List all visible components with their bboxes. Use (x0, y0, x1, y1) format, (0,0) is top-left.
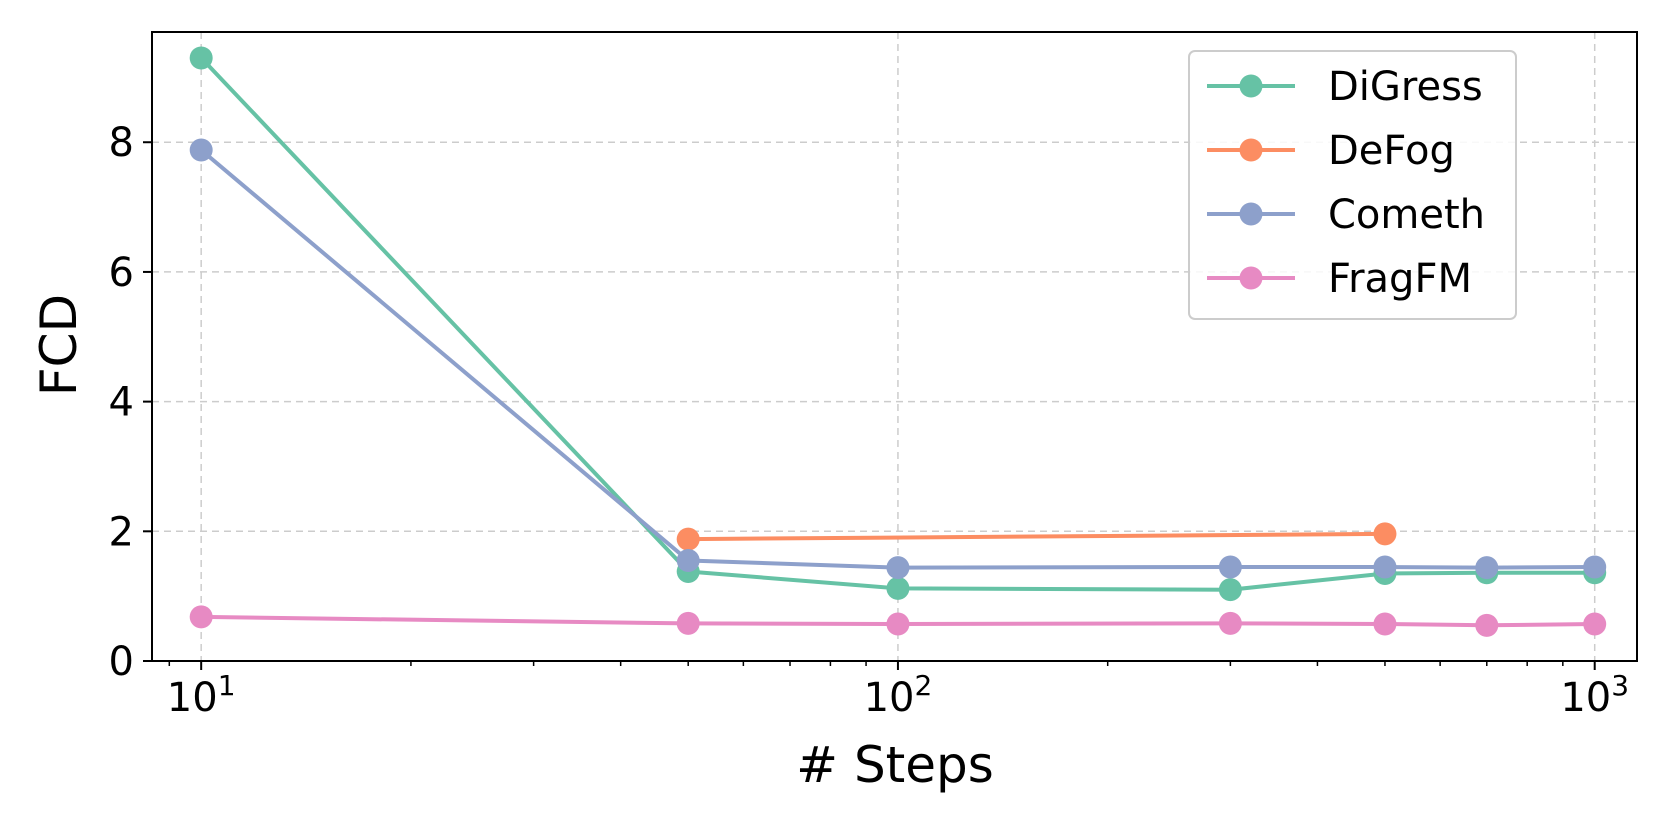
y-tick-label: 0 (109, 639, 134, 685)
data-point-fragfm (1583, 612, 1607, 636)
series-cometh (189, 138, 1607, 580)
data-point-fragfm (1373, 612, 1397, 636)
x-tick-label: 102 (864, 669, 933, 721)
y-tick-label: 6 (109, 250, 134, 296)
legend-marker-digress (1239, 74, 1263, 98)
axes: 0 2 4 6 8 101 102 103 (109, 31, 1638, 721)
plot-frame (151, 31, 1638, 662)
data-point-digress (1218, 578, 1242, 602)
legend: DiGress DeFog Cometh FragFM (1188, 50, 1517, 320)
legend-marker-cometh (1239, 202, 1263, 226)
data-point-digress (189, 46, 213, 70)
data-point-cometh (886, 556, 910, 580)
data-point-cometh (1218, 555, 1242, 579)
x-tick-label: 101 (167, 669, 236, 721)
data-point-fragfm (676, 611, 700, 635)
data-point-defog (1373, 522, 1397, 546)
data-point-cometh (1373, 555, 1397, 579)
data-point-cometh (1475, 556, 1499, 580)
series-lines (189, 46, 1607, 637)
series-line-defog (688, 531, 1386, 542)
data-point-fragfm (189, 605, 213, 629)
data-point-cometh (1583, 555, 1607, 579)
data-point-fragfm (1475, 613, 1499, 637)
y-tick-label: 8 (109, 120, 134, 166)
data-point-cometh (189, 138, 213, 162)
data-point-cometh (676, 548, 700, 572)
legend-label-fragfm: FragFM (1328, 256, 1472, 302)
series-defog (676, 522, 1397, 551)
legend-marker-defog (1239, 138, 1263, 162)
y-tick-label: 4 (109, 380, 134, 426)
data-point-fragfm (1218, 611, 1242, 635)
legend-box (1188, 50, 1517, 320)
y-tick-label: 2 (109, 509, 134, 555)
data-point-defog (676, 527, 700, 551)
x-axis-label: # Steps (796, 736, 994, 794)
y-axis-label: FCD (30, 294, 88, 396)
legend-label-digress: DiGress (1328, 64, 1483, 110)
series-fragfm (189, 605, 1607, 637)
data-point-digress (886, 576, 910, 600)
legend-label-cometh: Cometh (1328, 192, 1485, 238)
data-point-fragfm (886, 612, 910, 636)
legend-label-defog: DeFog (1328, 128, 1455, 174)
legend-marker-fragfm (1239, 266, 1263, 290)
x-tick-label: 103 (1560, 669, 1629, 721)
